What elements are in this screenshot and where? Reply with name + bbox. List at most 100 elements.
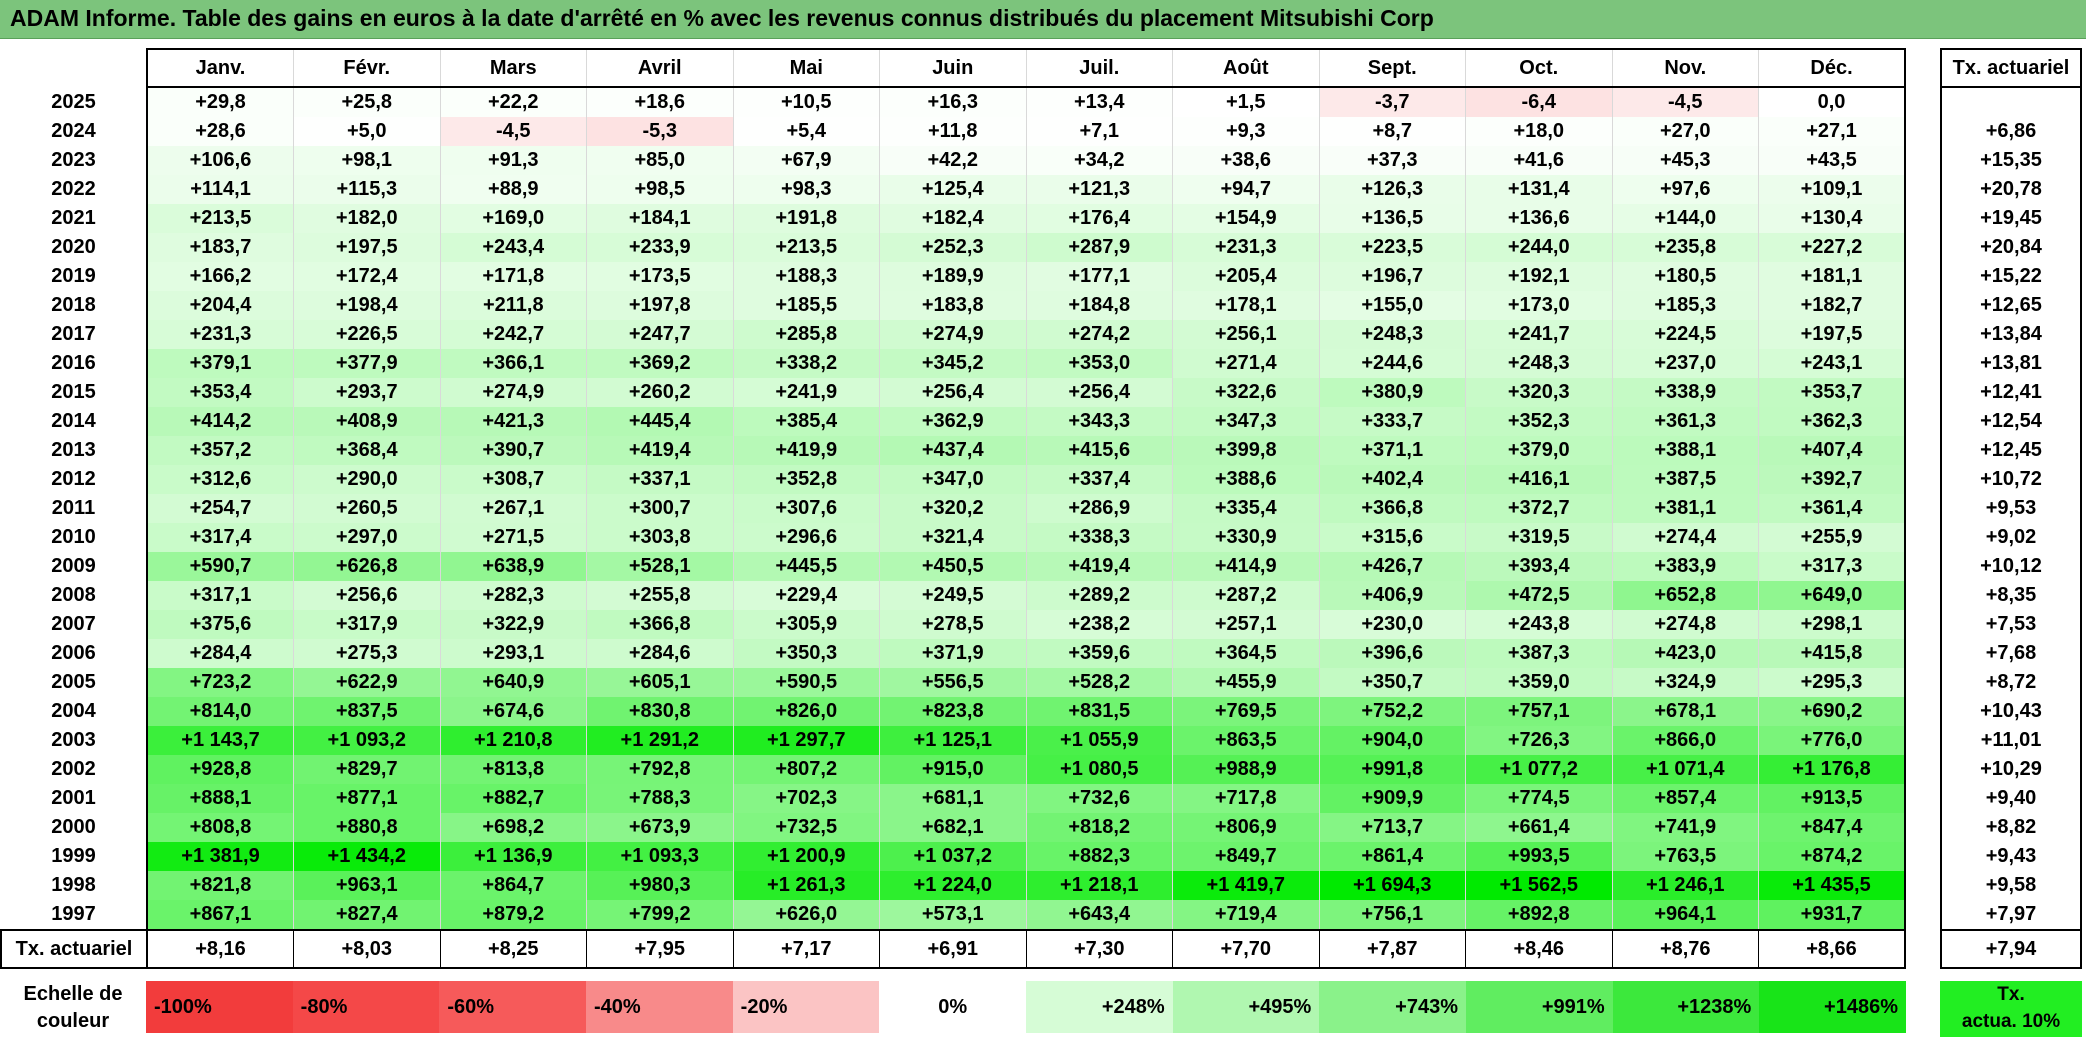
gain-cell: +182,4: [879, 204, 1027, 233]
actuarial-swatch-line1: Tx.: [1997, 984, 2025, 1005]
year-label: 2002: [1, 755, 148, 784]
gain-cell: +1 080,5: [1025, 755, 1173, 784]
month-header: Févr.: [293, 48, 441, 88]
gain-cell: +255,8: [586, 581, 734, 610]
gain-cell: +1 297,7: [732, 726, 880, 755]
gain-cell: +988,9: [1172, 755, 1320, 784]
overall-actuarial-rate: +7,94: [1940, 929, 2082, 969]
gain-cell: +626,0: [732, 900, 880, 930]
gain-cell: +375,6: [146, 610, 294, 639]
monthly-actuarial-rate: +8,16: [146, 929, 294, 969]
gain-cell: +831,5: [1025, 697, 1173, 726]
gain-cell: +237,0: [1611, 349, 1759, 378]
gain-cell: -4,5: [439, 117, 587, 146]
gain-cell: +387,3: [1465, 639, 1613, 668]
gain-cell: +97,6: [1611, 175, 1759, 204]
gain-cell: +317,9: [293, 610, 441, 639]
gain-cell: +864,7: [439, 871, 587, 900]
gain-cell: +640,9: [439, 668, 587, 697]
gain-cell: +305,9: [732, 610, 880, 639]
gain-cell: +284,4: [146, 639, 294, 668]
gain-cell: -4,5: [1611, 87, 1759, 117]
year-actuarial-rate: +7,53: [1940, 610, 2082, 639]
gain-cell: +1,5: [1172, 87, 1320, 117]
year-label: 2000: [1, 813, 148, 842]
year-label: 2016: [1, 349, 148, 378]
gain-cell: +713,7: [1318, 813, 1466, 842]
gain-cell: +827,4: [293, 900, 441, 930]
year-row: 2018 +204,4 +198,4 +211,8 +197,8 +185,5 +183,8…: [1, 291, 1906, 320]
gain-cell: +345,2: [879, 349, 1027, 378]
color-scale-swatch: -40%: [586, 981, 733, 1033]
gain-cell: +1 055,9: [1025, 726, 1173, 755]
gain-cell: +183,7: [146, 233, 294, 262]
gain-cell: +252,3: [879, 233, 1027, 262]
gain-cell: +338,3: [1025, 523, 1173, 552]
gain-cell: +388,1: [1611, 436, 1759, 465]
gain-cell: +931,7: [1758, 900, 1906, 930]
year-row: 2015 +353,4 +293,7 +274,9 +260,2 +241,9 +256,4…: [1, 378, 1906, 407]
gain-cell: +114,1: [146, 175, 294, 204]
year-actuarial-rate: +10,12: [1940, 552, 2082, 581]
gain-cell: +18,6: [586, 87, 734, 117]
gain-cell: +352,8: [732, 465, 880, 494]
gain-cell: +913,5: [1758, 784, 1906, 813]
year-row: 2009 +590,7 +626,8 +638,9 +528,1 +445,5 +450,5…: [1, 552, 1906, 581]
gain-cell: +350,7: [1318, 668, 1466, 697]
gain-cell: +257,1: [1172, 610, 1320, 639]
year-row: 2012 +312,6 +290,0 +308,7 +337,1 +352,8 +347,0…: [1, 465, 1906, 494]
gain-cell: +188,3: [732, 262, 880, 291]
gain-cell: +284,6: [586, 639, 734, 668]
gain-cell: +1 562,5: [1465, 871, 1613, 900]
year-row: 2024 +28,6 +5,0 -4,5 -5,3 +5,4 +11,8 +7,1 +9,3 +8…: [1, 117, 1906, 146]
gain-cell: +37,3: [1318, 146, 1466, 175]
gain-cell: +260,2: [586, 378, 734, 407]
year-actuarial-rate: +13,84: [1940, 320, 2082, 349]
gain-cell: +317,4: [146, 523, 294, 552]
gain-cell: +419,9: [732, 436, 880, 465]
year-row: 2008 +317,1 +256,6 +282,3 +255,8 +229,4 +249,5…: [1, 581, 1906, 610]
gain-cell: +423,0: [1611, 639, 1759, 668]
gain-cell: +414,9: [1172, 552, 1320, 581]
gain-cell: +590,5: [732, 668, 880, 697]
year-row: 2011 +254,7 +260,5 +267,1 +300,7 +307,6 +320,2…: [1, 494, 1906, 523]
gain-cell: +702,3: [732, 784, 880, 813]
gain-cell: +196,7: [1318, 262, 1466, 291]
year-row: 2025 +29,8 +25,8 +22,2 +18,6 +10,5 +16,3 +13,4 +…: [1, 87, 1906, 117]
gain-cell: +177,1: [1025, 262, 1173, 291]
gain-cell: +792,8: [586, 755, 734, 784]
year-actuarial-rate: +9,53: [1940, 494, 2082, 523]
color-scale-swatch: 0%: [879, 981, 1026, 1033]
gain-cell: +243,4: [439, 233, 587, 262]
color-scale-swatch: +991%: [1466, 981, 1613, 1033]
gain-cell: +22,2: [439, 87, 587, 117]
gain-cell: +38,6: [1172, 146, 1320, 175]
year-actuarial-rate: +20,78: [1940, 175, 2082, 204]
year-label: 2009: [1, 552, 148, 581]
gain-cell: +43,5: [1758, 146, 1906, 175]
gain-cell: +247,7: [586, 320, 734, 349]
gain-cell: +359,6: [1025, 639, 1173, 668]
gain-cell: +372,7: [1465, 494, 1613, 523]
gain-cell: +1 419,7: [1172, 871, 1320, 900]
year-actuarial-rate: +15,35: [1940, 146, 2082, 175]
gain-cell: +416,1: [1465, 465, 1613, 494]
gain-cell: +626,8: [293, 552, 441, 581]
year-row: 2001 +888,1 +877,1 +882,7 +788,3 +702,3 +681,1…: [1, 784, 1906, 813]
gain-cell: -3,7: [1318, 87, 1466, 117]
year-row: 2020 +183,7 +197,5 +243,4 +233,9 +213,5 +252,3…: [1, 233, 1906, 262]
gain-cell: +28,6: [146, 117, 294, 146]
actuarial-swatch-line2: actua. 10%: [1961, 1011, 2061, 1032]
year-label: 2022: [1, 175, 148, 204]
gain-cell: +1 246,1: [1611, 871, 1759, 900]
year-actuarial-rate: +13,81: [1940, 349, 2082, 378]
gain-cell: 0,0: [1758, 87, 1906, 117]
gain-cell: +183,8: [879, 291, 1027, 320]
gain-cell: +8,7: [1318, 117, 1466, 146]
gain-cell: +172,4: [293, 262, 441, 291]
gain-cell: +353,7: [1758, 378, 1906, 407]
gain-cell: +347,0: [879, 465, 1027, 494]
monthly-actuarial-rate: +8,46: [1465, 929, 1613, 969]
gain-cell: +993,5: [1465, 842, 1613, 871]
gain-cell: +136,5: [1318, 204, 1466, 233]
